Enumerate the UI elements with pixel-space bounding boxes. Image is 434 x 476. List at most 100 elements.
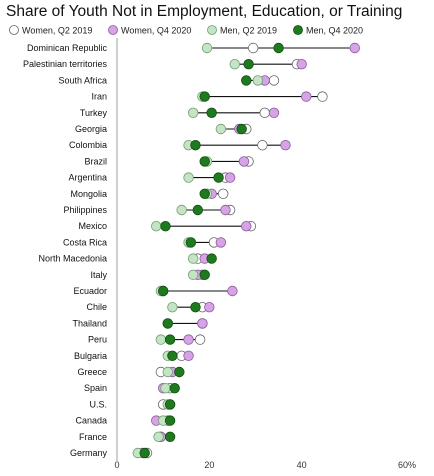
dot-series-0 [194,334,206,345]
dot-series-1 [268,107,280,119]
country-label: Costa Rica [63,237,107,247]
dot-series-3 [164,415,176,426]
legend-label-3: Men, Q4 2020 [306,26,363,36]
country-label: U.S. [89,399,107,409]
dot-series-3 [164,431,176,443]
country-label: Greece [77,367,107,377]
x-tick-label: 60% [398,460,416,470]
dot-series-2 [162,366,173,378]
country-label: Peru [88,335,107,345]
chart-title: Share of Youth Not in Employment, Educat… [6,3,403,20]
dot-series-3 [185,237,197,248]
x-tick-label: 40 [297,460,307,470]
dot-series-2 [151,220,162,232]
dot-series-3 [213,172,224,183]
dot-series-3 [164,334,176,345]
dot-series-3 [160,220,171,232]
dot-series-1 [296,58,307,70]
country-label: France [79,432,107,442]
dot-series-2 [155,334,167,345]
dot-series-3 [236,123,247,135]
country-label: Mongolia [70,189,107,199]
dot-series-2 [167,302,178,313]
country-label: Canada [75,416,107,426]
dot-series-2 [229,58,240,70]
dot-series-1 [220,204,231,216]
dot-series-3 [206,253,217,264]
country-label: Iran [91,92,107,102]
dot-series-3 [199,188,210,200]
dot-series-0 [257,139,268,151]
dot-series-1 [241,220,252,232]
dot-series-3 [199,269,210,281]
dot-series-0 [217,188,229,200]
dot-series-3 [167,350,178,362]
legend-label-0: Women, Q2 2019 [22,26,92,36]
dot-series-2 [187,107,199,119]
dot-series-3 [174,366,185,378]
dot-series-1 [197,318,208,329]
dot-series-3 [139,447,150,459]
dot-series-3 [206,107,217,119]
dot-series-0 [317,91,328,102]
dot-series-1 [227,285,238,297]
dot-series-1 [238,156,250,167]
country-label: Argentina [68,173,107,183]
dot-series-3 [243,58,254,70]
dot-series-3 [199,156,210,167]
x-tick-label: 0 [114,460,119,470]
country-label: Dominican Republic [27,43,108,53]
dot-series-1 [183,334,194,345]
dot-series-1 [204,302,215,313]
country-label: Turkey [80,108,108,118]
dot-series-3 [157,285,169,297]
dot-series-1 [183,350,194,362]
dot-series-3 [162,318,173,329]
dot-series-2 [252,75,264,86]
dot-series-2 [176,204,187,216]
dot-series-1 [280,139,291,151]
country-label: Germany [70,448,108,458]
dot-series-1 [224,172,236,183]
legend-marker-0 [9,25,19,35]
country-label: Mexico [78,221,107,231]
country-label: Colombia [69,140,107,150]
country-label: Chile [86,302,107,312]
dot-series-3 [192,204,203,216]
country-label: Brazil [84,156,107,166]
country-label: Italy [90,270,107,280]
country-label: Georgia [75,124,107,134]
legend-marker-3 [293,25,303,35]
legend-marker-2 [207,25,217,35]
dot-series-3 [164,399,176,410]
dot-series-3 [199,91,210,102]
dot-series-1 [349,42,360,54]
country-label: Philippines [63,205,107,215]
country-label: Palestinian territories [23,59,108,69]
country-label: North Macedonia [38,254,107,264]
dot-series-2 [183,172,194,183]
country-label: Thailand [72,318,107,328]
dot-series-2 [187,269,199,281]
dot-series-1 [215,237,227,248]
country-label: South Africa [58,75,107,85]
dot-series-3 [190,302,201,313]
dot-series-0 [247,42,259,54]
dot-series-2 [215,123,227,135]
x-tick-label: 20 [204,460,214,470]
dot-series-2 [153,431,164,443]
dot-series-2 [201,42,213,54]
dot-series-3 [190,139,201,151]
dot-series-2 [187,253,199,264]
legend-marker-1 [108,25,118,35]
dot-series-3 [273,42,284,54]
dot-series-2 [160,383,171,394]
country-label: Spain [84,383,107,393]
dot-series-0 [268,75,280,86]
country-label: Ecuador [73,286,107,296]
dot-series-0 [259,107,270,119]
dot-series-3 [169,383,180,394]
dot-series-3 [241,75,252,86]
legend-label-2: Men, Q2 2019 [220,26,277,36]
